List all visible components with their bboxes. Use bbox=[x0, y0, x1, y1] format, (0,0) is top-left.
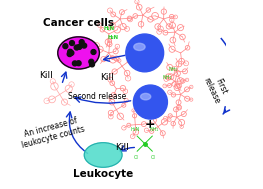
Text: H₂N: H₂N bbox=[131, 127, 140, 132]
Text: Leukocyte: Leukocyte bbox=[73, 169, 133, 179]
Text: Kill: Kill bbox=[100, 73, 114, 82]
Ellipse shape bbox=[134, 43, 145, 50]
Circle shape bbox=[91, 50, 96, 54]
Text: H₂N: H₂N bbox=[107, 35, 118, 40]
Text: +: + bbox=[145, 118, 156, 131]
Text: NH₂: NH₂ bbox=[168, 67, 178, 72]
Circle shape bbox=[89, 59, 94, 64]
Circle shape bbox=[68, 49, 73, 54]
Text: An increase of
leukocyte counts: An increase of leukocyte counts bbox=[18, 115, 86, 150]
Circle shape bbox=[82, 43, 87, 48]
Circle shape bbox=[74, 45, 79, 50]
Circle shape bbox=[67, 52, 72, 57]
Circle shape bbox=[79, 40, 84, 45]
Ellipse shape bbox=[140, 93, 151, 100]
Circle shape bbox=[69, 50, 74, 55]
Circle shape bbox=[63, 44, 68, 49]
Text: Kill: Kill bbox=[39, 71, 53, 80]
Text: Cl: Cl bbox=[134, 155, 139, 160]
Text: H₂N: H₂N bbox=[103, 26, 114, 31]
Text: Kill: Kill bbox=[115, 143, 129, 152]
Text: Cl: Cl bbox=[151, 155, 156, 160]
Text: Second release: Second release bbox=[68, 92, 127, 101]
Circle shape bbox=[77, 44, 82, 49]
Circle shape bbox=[126, 34, 164, 72]
Ellipse shape bbox=[84, 143, 122, 167]
Circle shape bbox=[69, 41, 74, 46]
Circle shape bbox=[72, 61, 77, 66]
Circle shape bbox=[90, 62, 94, 67]
Text: NH₂: NH₂ bbox=[163, 75, 172, 80]
Circle shape bbox=[76, 61, 81, 66]
Circle shape bbox=[133, 85, 168, 119]
Ellipse shape bbox=[58, 37, 99, 69]
Text: NH₂: NH₂ bbox=[149, 127, 159, 132]
Text: First
release: First release bbox=[202, 72, 231, 106]
Text: Cancer cells: Cancer cells bbox=[43, 18, 114, 28]
